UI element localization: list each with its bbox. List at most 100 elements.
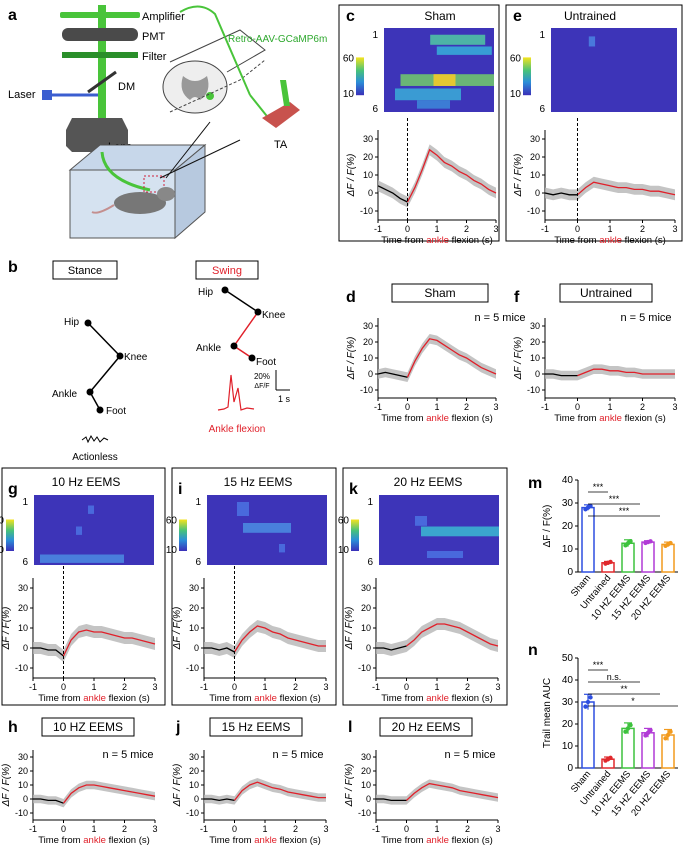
y-tick-label: 10	[530, 170, 540, 180]
heatmap-row-top-label: 1	[195, 497, 201, 508]
title-i: 15 Hz EEMS	[224, 475, 293, 489]
stance-ankle-label: Ankle	[52, 389, 77, 400]
significance-label: ***	[619, 506, 630, 516]
y-tick-label: 30	[363, 321, 373, 331]
x-tick-label: 2	[122, 824, 127, 834]
colorbar-g	[6, 519, 14, 551]
mouse-head	[157, 187, 175, 201]
y-tick-label: 0	[567, 567, 573, 578]
colorbar-e	[523, 57, 531, 96]
x-tick-label: 2	[464, 224, 469, 234]
significance-label: ***	[593, 482, 604, 492]
title-l: 20 Hz EEMS	[392, 720, 461, 734]
data-point	[665, 732, 671, 738]
x-tick-label: -1	[541, 224, 549, 234]
x-label-highlight: ankle	[83, 693, 106, 704]
zoom-line-1	[165, 121, 211, 179]
x-tick-label: 3	[672, 224, 677, 234]
x-axis-label: Time from ankle flexion (s)	[381, 693, 493, 704]
x-label-part: Time from	[381, 413, 426, 424]
panel-letter-a: a	[8, 7, 17, 24]
box-side	[174, 143, 206, 240]
x-label-highlight: ankle	[599, 413, 622, 424]
y-tick-label: 30	[530, 134, 540, 144]
colorbar-low-label: 10	[166, 545, 178, 556]
y-tick-label: 0	[366, 794, 371, 804]
swing-knee-label: Knee	[262, 310, 286, 321]
heatmap-e	[551, 28, 677, 112]
n-mice-j: n = 5 mice	[272, 749, 323, 761]
x-axis-label: Time from ankle flexion (s)	[381, 235, 493, 246]
heatmap-band-i	[279, 544, 285, 553]
swing-ankle-joint	[230, 342, 238, 350]
x-label-part: Time from	[381, 235, 426, 246]
x-tick-label: 0	[61, 682, 66, 692]
heatmap-band-g	[76, 526, 82, 535]
virus-label: Retro-AAV-GCaMP6m	[228, 34, 327, 45]
pmt-box	[62, 28, 138, 41]
x-tick-label: -1	[372, 824, 380, 834]
x-tick-label: 2	[122, 682, 127, 692]
x-label-part: flexion (s)	[277, 693, 321, 704]
baseline-trace	[376, 645, 407, 651]
baseline-trace	[204, 647, 235, 653]
amplifier-bar	[60, 12, 140, 18]
x-label-part: flexion (s)	[106, 693, 150, 704]
x-axis-label: Time from ankle flexion (s)	[38, 693, 150, 704]
y-tick-label: 50	[562, 653, 574, 664]
y-tick-label: 10	[18, 623, 28, 633]
title-e: Untrained	[564, 9, 616, 23]
x-tick-label: 0	[575, 224, 580, 234]
x-tick-label: 0	[232, 682, 237, 692]
y-axis-label: ΔF / F(%)	[346, 154, 357, 198]
colorbar-c	[356, 57, 364, 96]
colorbar-high-label: 60	[343, 53, 355, 64]
heatmap-band-e	[588, 36, 596, 47]
y-tick-label: 30	[562, 498, 574, 509]
x-tick-label: 1	[434, 224, 439, 234]
colorbar-high-label: 60	[0, 516, 4, 527]
x-tick-label: 3	[495, 824, 500, 834]
x-tick-label: 0	[405, 224, 410, 234]
y-tick-label: 20	[18, 603, 28, 613]
heatmap-band-g	[40, 554, 124, 563]
baseline-trace	[377, 371, 408, 378]
x-tick-label: 3	[152, 824, 157, 834]
stance-limb	[87, 322, 122, 411]
x-tick-label: 1	[91, 824, 96, 834]
heatmap-row-bottom-label: 6	[22, 557, 28, 568]
swing-thigh	[224, 289, 259, 313]
y-tick-label: 20	[562, 719, 574, 730]
y-tick-label: 30	[530, 321, 540, 331]
panel-letter-d: d	[346, 289, 356, 306]
x-label-part: flexion (s)	[449, 693, 493, 704]
y-tick-label: 20	[363, 337, 373, 347]
data-point	[585, 699, 591, 705]
colorbar-k	[351, 519, 359, 551]
x-label-part: flexion (s)	[449, 835, 493, 846]
ankle-flexion-label: Ankle flexion	[209, 424, 266, 435]
x-tick-label: 3	[495, 682, 500, 692]
response-trace	[233, 625, 326, 653]
swing-foot-label: Foot	[256, 357, 276, 368]
baseline-trace	[33, 798, 64, 804]
data-point	[648, 727, 653, 733]
heatmap-row-top-label: 1	[539, 30, 545, 41]
x-label-highlight: ankle	[599, 235, 622, 246]
colorbar-low-label: 10	[343, 89, 355, 100]
response-trace	[233, 781, 326, 801]
x-tick-label: -1	[29, 682, 37, 692]
y-tick-label: 30	[363, 134, 373, 144]
data-point	[608, 755, 613, 761]
filter-bar	[62, 52, 138, 58]
panel-letter-k: k	[349, 481, 358, 498]
x-label-highlight: ankle	[426, 235, 449, 246]
x-label-highlight: ankle	[83, 835, 106, 846]
light-path	[98, 5, 106, 205]
heatmap-row-bottom-label: 6	[372, 104, 378, 115]
x-tick-label: 1	[262, 682, 267, 692]
panel-a: a Amplifier PMT Filter DM Laser Lens	[8, 5, 327, 240]
